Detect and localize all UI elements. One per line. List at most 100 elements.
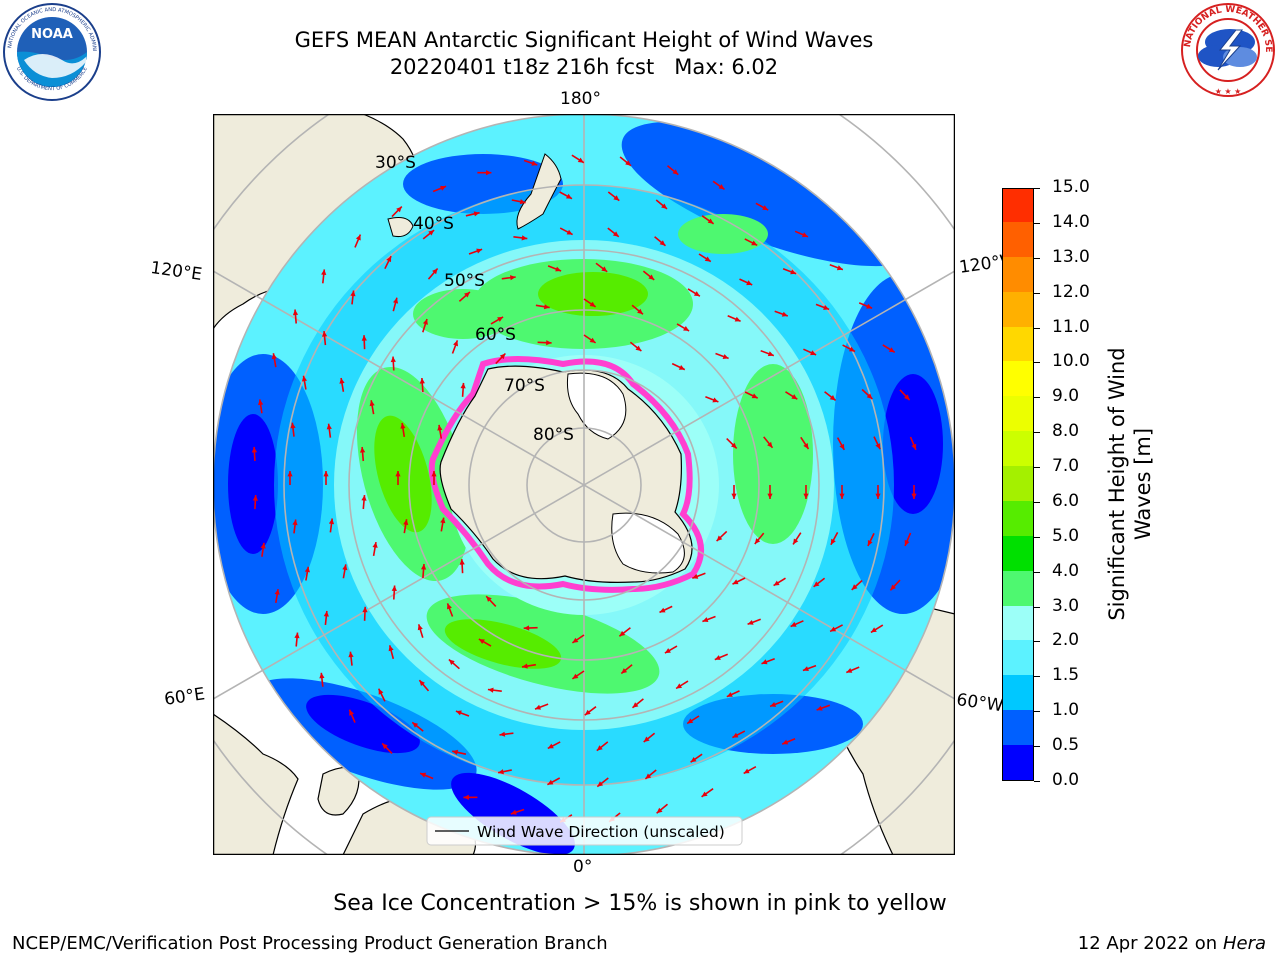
wave-arrow-head	[499, 731, 506, 737]
wave-arrow-head	[731, 493, 737, 499]
wave-arrow-head	[350, 290, 356, 297]
wave-arrow-head	[546, 340, 552, 346]
wave-arrow-head	[440, 185, 447, 191]
colorbar-tick-label: 0.5	[1052, 735, 1080, 756]
wave-arrow-head	[386, 256, 392, 263]
wave-arrow-head	[687, 718, 694, 724]
wave-arrow-head	[830, 538, 836, 545]
wave-arrow-head	[743, 768, 750, 774]
ice-shelf-ross	[567, 372, 627, 440]
wave-arrow-head	[428, 230, 435, 236]
wave-arrow-head	[292, 309, 299, 316]
wave-arrow-head	[422, 319, 428, 325]
meridian-grid	[213, 114, 955, 855]
wave-arrow-head	[888, 347, 895, 353]
colorbar-tick-label: 6.0	[1052, 490, 1080, 511]
colorbar-label: Significant Height of Wind Waves [m]	[1105, 347, 1155, 621]
colorbar-tick-label: 1.5	[1052, 665, 1080, 686]
wave-arrow-head	[890, 584, 896, 591]
colorbar-tick	[1034, 222, 1040, 224]
wave-arrow-head	[875, 443, 881, 450]
wave-arrow-head	[621, 668, 628, 674]
wave-arrow-head	[596, 745, 603, 751]
wave-arrow-head	[911, 443, 917, 450]
wave-arrow-head	[722, 354, 729, 359]
wave-arrow-head	[440, 517, 446, 524]
colorbar-segment	[1003, 256, 1033, 292]
credit-text: NCEP/EMC/Verification Post Processing Pr…	[12, 933, 608, 954]
wave-arrow-head	[716, 535, 723, 542]
wave-arrow-head	[388, 645, 394, 652]
sea-ice-edge	[428, 356, 704, 593]
wave-arrow-head	[419, 378, 425, 384]
wave-arrow-head	[486, 596, 492, 602]
wave-arrow-head	[707, 218, 714, 224]
wave-arrow-head	[790, 269, 797, 275]
wave-arrow-head	[486, 170, 492, 176]
wave-arrow-head	[478, 639, 485, 644]
wave-arrow-head	[519, 199, 526, 205]
wave-arrow-head	[823, 305, 830, 310]
wave-arrow-head	[866, 303, 873, 309]
run-date: 12 Apr 2022 on Hera	[1078, 933, 1266, 954]
wave-arrow-head	[355, 234, 361, 241]
wave-arrow-head	[577, 157, 584, 163]
colorbar-segment	[1003, 360, 1033, 397]
wave-arrow-head	[390, 356, 396, 363]
colorbar-segment	[1003, 709, 1033, 746]
wave-arrow-head	[510, 275, 516, 281]
wave-arrow-head	[400, 423, 406, 429]
wave-arrow-head	[625, 160, 631, 166]
wave-arrow-head	[464, 292, 470, 298]
wave-arrow-head	[543, 304, 550, 310]
wave-arrow-head	[791, 394, 798, 400]
colorbar-tick-label: 4.0	[1052, 560, 1080, 581]
colorbar-tick-label: 1.0	[1052, 700, 1080, 721]
wave-arrow-head	[732, 579, 739, 585]
wave-arrow-head	[875, 493, 881, 499]
colorbar-tick-label: 14.0	[1052, 211, 1090, 232]
wave-arrow-head	[829, 395, 836, 401]
wave-arrow-head	[661, 203, 667, 209]
lat-label-60s: 60°S	[475, 325, 516, 345]
wave-arrow-head	[476, 248, 483, 254]
wave-arrow-head	[362, 606, 368, 613]
wave-arrow-head	[287, 471, 293, 477]
colorbar-segment	[1003, 535, 1033, 571]
colorbar-segment	[1003, 395, 1033, 432]
wave-arrow-head	[566, 229, 573, 235]
wave-arrow-head	[810, 350, 817, 356]
wave-arrow-head	[770, 702, 777, 707]
wave-arrow-head	[396, 206, 402, 213]
wave-arrow-head	[751, 393, 758, 399]
wave-arrow-head	[419, 680, 425, 686]
colorbar-segment	[1003, 605, 1033, 641]
run-date-text: 12 Apr 2022 on	[1077, 933, 1218, 954]
colorbar-segment	[1003, 744, 1033, 780]
svg-text:★ ★ ★: ★ ★ ★	[1215, 87, 1242, 96]
wave-arrow-head	[731, 442, 737, 449]
wave-arrow-head	[612, 231, 619, 237]
wave-arrow-head	[645, 773, 652, 779]
lat-label-50s: 50°S	[444, 271, 485, 291]
wave-arrow-head	[802, 232, 808, 238]
wave-arrow-head	[319, 672, 325, 679]
wave-arrow-head	[839, 443, 845, 450]
colorbar-tick-label: 8.0	[1052, 421, 1080, 442]
colorbar-tick-label: 10.0	[1052, 351, 1090, 372]
wave-arrow-head	[432, 268, 438, 275]
colorbar-tick	[1034, 711, 1040, 713]
wave-arrow-head	[271, 353, 277, 360]
wave-arrow-head	[793, 538, 799, 545]
wave-arrow-head	[701, 791, 708, 797]
wave-arrow-head	[746, 280, 753, 286]
wave-arrow-head	[846, 668, 853, 673]
wave-arrow-head	[851, 584, 858, 590]
chart-title-line2: 20220401 t18z 216h fcst Max: 6.02	[389, 55, 779, 79]
ice-shelf-weddell	[611, 512, 685, 574]
wave-arrow-head	[252, 495, 258, 501]
wave-arrow-head	[304, 566, 310, 573]
wave-arrow-head	[460, 382, 466, 389]
colorbar-tick	[1034, 536, 1040, 538]
wave-arrow-head	[393, 297, 399, 304]
